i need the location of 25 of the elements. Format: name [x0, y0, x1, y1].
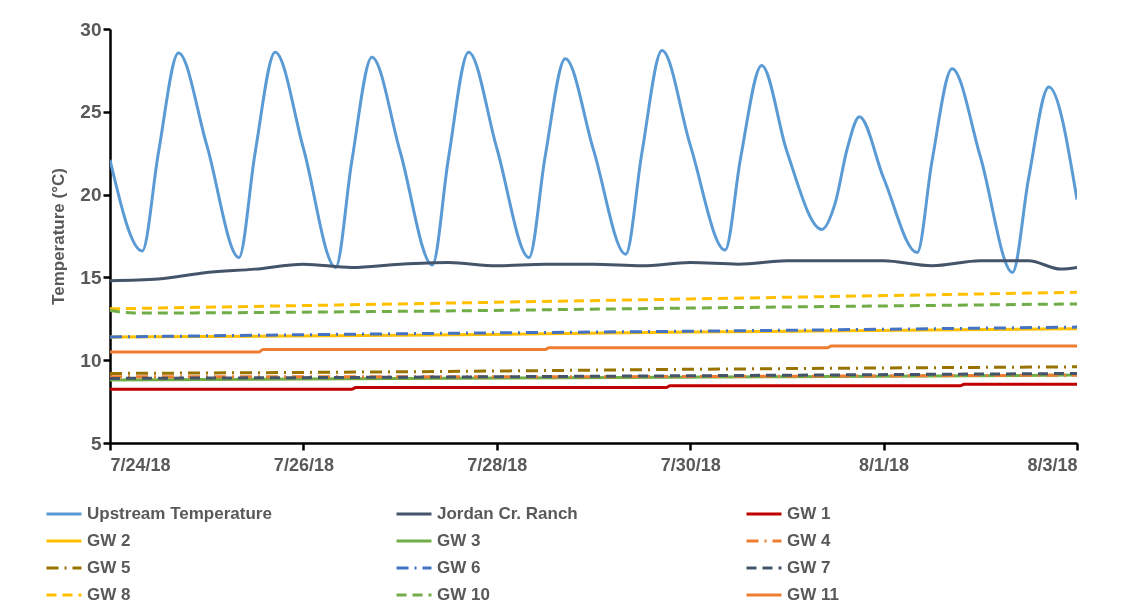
legend-label: GW 11	[787, 585, 839, 604]
x-tick-label: 8/1/18	[859, 454, 910, 475]
legend-label: GW 3	[437, 531, 481, 550]
legend-label: GW 4	[787, 531, 831, 550]
y-tick-label: 30	[80, 18, 102, 40]
y-tick-label: 20	[80, 184, 102, 206]
y-tick-label: 25	[80, 101, 102, 123]
y-axis-title: Temperature (°C)	[49, 168, 69, 305]
legend-label: GW 5	[87, 558, 131, 577]
legend-label: GW 7	[787, 558, 831, 577]
y-tick-label: 5	[90, 432, 102, 454]
y-tick-label: 10	[80, 349, 102, 371]
legend-label: Jordan Cr. Ranch	[437, 504, 578, 523]
y-tick-label: 15	[80, 266, 102, 288]
x-tick-label: 8/3/18	[1027, 454, 1078, 475]
x-tick-label: 7/28/18	[467, 454, 528, 475]
legend-label: Upstream Temperature	[87, 504, 272, 523]
legend-label: GW 10	[437, 585, 490, 604]
x-tick-label: 7/30/18	[660, 454, 721, 475]
x-tick-label: 7/24/18	[110, 454, 171, 475]
x-tick-label: 7/26/18	[273, 454, 334, 475]
legend-label: GW 8	[87, 585, 131, 604]
legend-label: GW 6	[437, 558, 481, 577]
legend-label: GW 1	[787, 504, 831, 523]
legend-label: GW 2	[87, 531, 131, 550]
